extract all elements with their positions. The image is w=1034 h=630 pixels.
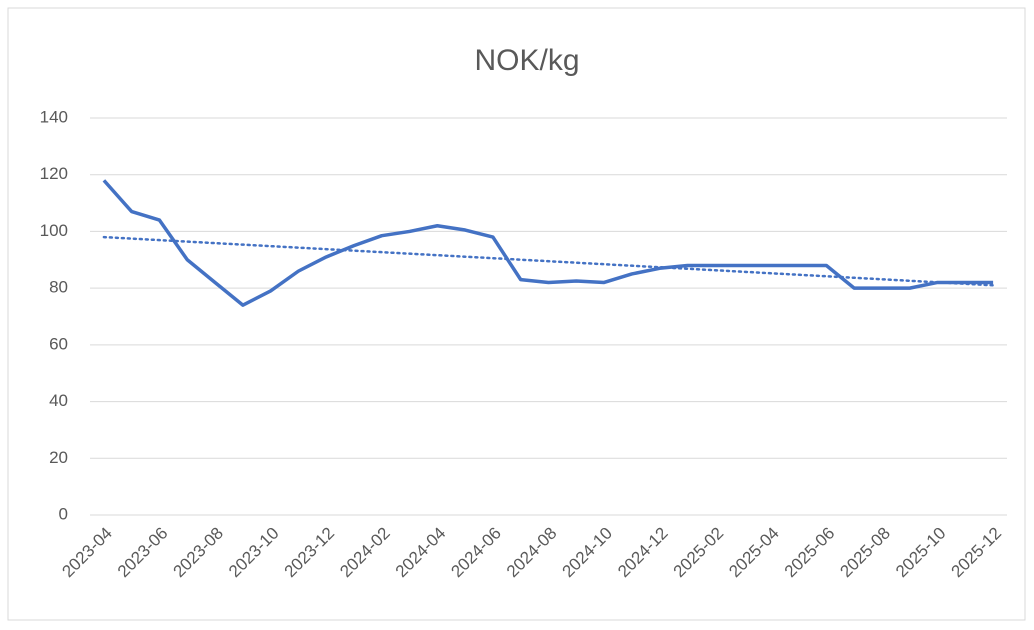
chart-border	[7, 7, 1026, 621]
y-tick-label: 120	[40, 164, 68, 183]
y-tick-label: 0	[59, 504, 68, 523]
chart-title: NOK/kg	[474, 44, 579, 77]
y-tick-label: 60	[49, 334, 68, 353]
y-tick-label: 100	[40, 221, 68, 240]
y-tick-label: 140	[40, 107, 68, 126]
line-series	[102, 179, 994, 307]
y-tick-label: 20	[49, 448, 68, 467]
trendline	[102, 235, 995, 287]
y-tick-label: 40	[49, 391, 68, 410]
y-tick-label: 80	[49, 278, 68, 297]
